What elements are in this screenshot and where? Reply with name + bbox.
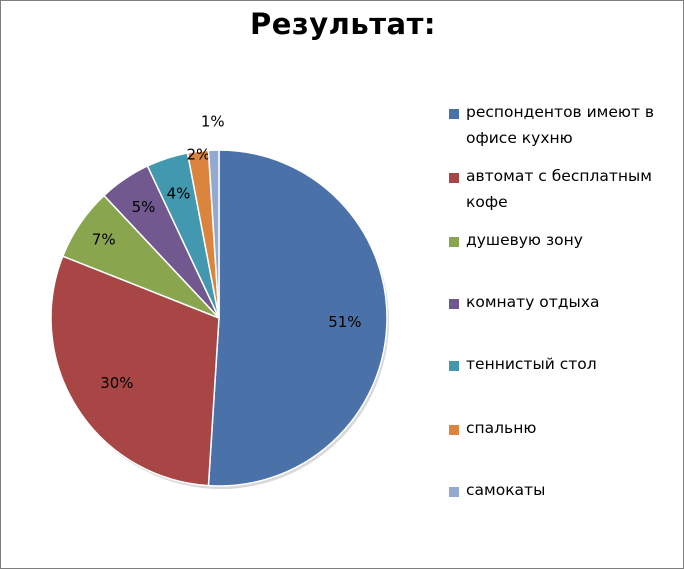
legend-swatch xyxy=(449,237,459,247)
legend-item-rest-room: комнату отдыха xyxy=(449,293,679,315)
pie-slice-coffee-machine xyxy=(50,255,220,487)
legend-item-shower: душевую зону xyxy=(449,231,679,253)
legend-label: спальню xyxy=(466,419,537,437)
chart-title: Результат: xyxy=(249,7,437,41)
legend-label: респондентов имеют в офисе кухню xyxy=(466,103,655,147)
legend-label: самокаты xyxy=(466,481,546,499)
legend-swatch xyxy=(449,361,459,371)
pie-slice-scooters xyxy=(207,149,220,319)
legend-label: теннистый стол xyxy=(466,355,597,373)
legend-label: автомат с бесплатным кофе xyxy=(466,167,652,211)
data-label-kitchen: 51% xyxy=(328,313,361,331)
data-label-rest-room: 5% xyxy=(132,198,156,216)
legend-swatch xyxy=(449,109,459,119)
data-label-shower: 7% xyxy=(92,231,116,249)
legend-label: комнату отдыха xyxy=(466,293,600,311)
legend-item-bedroom: спальню xyxy=(449,419,679,441)
data-label-scooters: 1% xyxy=(201,113,225,131)
legend-item-kitchen: респондентов имеют в офисе кухню xyxy=(449,103,679,151)
legend-swatch xyxy=(449,173,459,183)
legend-swatch xyxy=(449,425,459,435)
legend-swatch xyxy=(449,299,459,309)
legend-item-scooters: самокаты xyxy=(449,481,679,503)
data-label-bedroom: 2% xyxy=(187,146,211,164)
data-label-coffee-machine: 30% xyxy=(100,374,133,392)
legend-item-coffee-machine: автомат с бесплатным кофе xyxy=(449,167,679,215)
legend-label: душевую зону xyxy=(466,231,583,249)
legend-item-tennis-table: теннистый стол xyxy=(449,355,679,377)
pie-slice-kitchen xyxy=(207,149,388,487)
data-label-tennis-table: 4% xyxy=(167,184,191,202)
legend-swatch xyxy=(449,487,459,497)
